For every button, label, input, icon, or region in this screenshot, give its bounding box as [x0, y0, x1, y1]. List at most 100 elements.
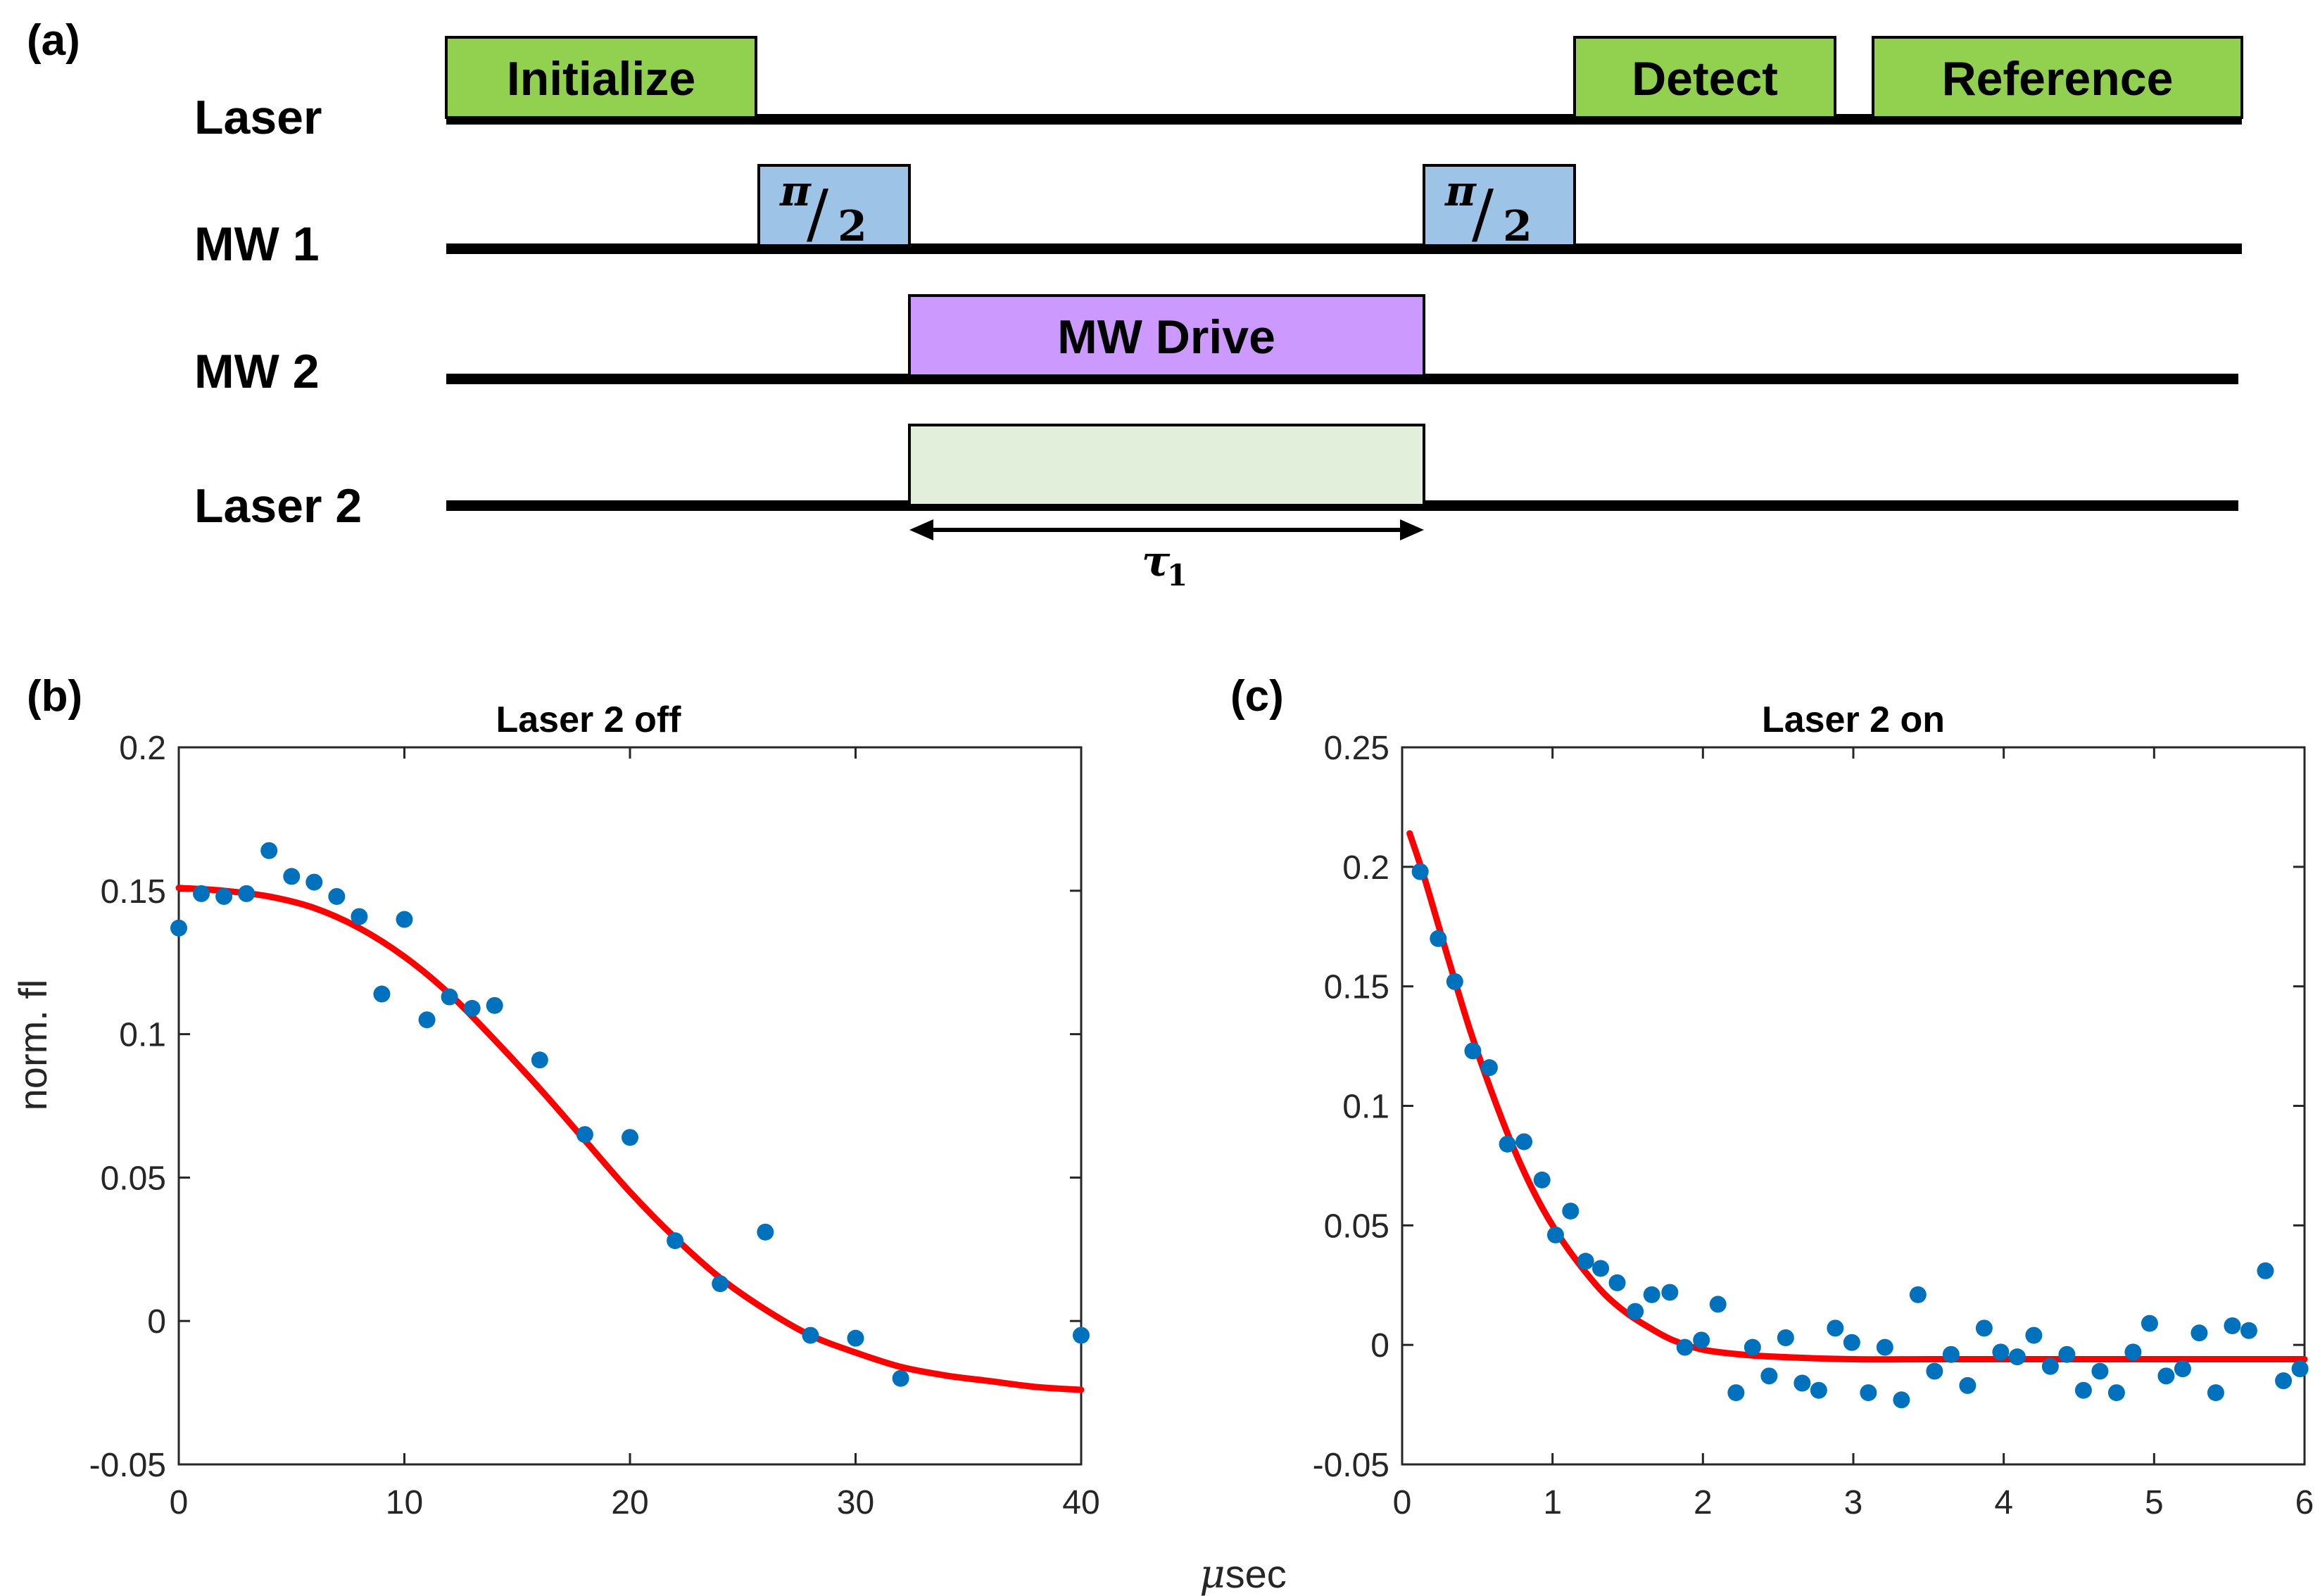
chart-b-fit-line	[175, 885, 1085, 1393]
chart-c-data-point	[2074, 1381, 2092, 1399]
shared-xlabel: μsec	[1199, 1552, 1287, 1596]
chart-c-data-point	[1661, 1284, 1679, 1301]
shared-xlabel-rest: sec	[1225, 1552, 1287, 1596]
initialize-box	[445, 36, 757, 119]
chart-c-data-point	[1515, 1133, 1533, 1151]
chart-c-data-point	[1693, 1331, 1710, 1349]
chart-b-xtick-label: 10	[386, 1484, 423, 1521]
chart-c-data-point	[1430, 930, 1447, 947]
chart-c-xtick-label: 5	[2145, 1484, 2164, 1521]
chart-b-data-point	[576, 1126, 593, 1144]
chart-c-xtick-label: 2	[1694, 1484, 1713, 1521]
chart-b-ytick-label: 0.2	[119, 730, 166, 767]
chart-c-data-point	[2107, 1384, 2125, 1402]
chart-c-data-point	[1533, 1171, 1551, 1189]
chart-c-data-point	[2141, 1315, 2158, 1332]
chart-b-data-point	[441, 988, 458, 1006]
pi-half-label-2: π / 2	[1444, 167, 1532, 251]
chart-c-data-point	[1793, 1374, 1811, 1392]
chart-b-data-point	[351, 908, 368, 925]
chart-b-data-point	[260, 842, 278, 859]
chart-b-data-point	[238, 885, 256, 902]
panel-label-c: (c)	[1230, 672, 1284, 721]
pulse-sequence-panel: (a) Laser MW 1 MW 2 Laser 2 Initialize D…	[27, 16, 2243, 593]
chart-b-axes-frame	[177, 746, 1083, 1466]
chart-b-data-point	[622, 1129, 638, 1146]
chart-c-data-point	[2275, 1372, 2293, 1390]
svg-text:/: /	[1472, 176, 1494, 251]
chart-c-data-point	[1744, 1338, 1761, 1356]
panel-label-a: (a)	[27, 16, 80, 65]
row-label-mw2: MW 2	[194, 345, 320, 398]
chart-c-data-point	[1727, 1384, 1745, 1402]
chart-c-xtick-label: 4	[1994, 1484, 2013, 1521]
chart-b-data-point	[802, 1326, 819, 1344]
chart-c-data-point	[1577, 1253, 1594, 1270]
chart-c-data-point	[1499, 1135, 1516, 1153]
chart-b-data-point	[847, 1329, 864, 1347]
chart-b-data-point	[757, 1223, 774, 1241]
chart-c-data-point	[1643, 1286, 1660, 1303]
chart-c-data-point	[1562, 1202, 1580, 1220]
chart-c-data-point	[2091, 1362, 2109, 1380]
chart-c-ytick-label: 0.1	[1342, 1089, 1389, 1126]
chart-b-data-point	[712, 1275, 729, 1293]
chart-b-data-point	[193, 885, 210, 902]
mw-drive-label: MW Drive	[1057, 310, 1275, 364]
mw-drive-box	[908, 294, 1425, 377]
chart-c-data-point	[2224, 1317, 2241, 1334]
chart-c-data-point	[1810, 1381, 1827, 1399]
chart-c-data-point	[1464, 1042, 1482, 1060]
chart-c-data-point	[2207, 1384, 2224, 1402]
chart-b-xtick-label: 30	[837, 1484, 874, 1521]
chart-c-data-point	[1446, 973, 1463, 990]
chart-c-data-point	[1592, 1260, 1610, 1277]
chart-c-data-point	[2025, 1326, 2043, 1344]
svg-text:2: 2	[1503, 202, 1532, 251]
chart-c-data-point	[1893, 1391, 1910, 1409]
chart-c-xtick-label: 1	[1543, 1484, 1562, 1521]
chart-b-data-point	[328, 887, 346, 905]
chart-b-data-point	[1073, 1326, 1090, 1344]
chart-c-data-point	[2291, 1360, 2309, 1378]
svg-text:2: 2	[838, 202, 867, 251]
chart-b-data-point	[305, 873, 323, 891]
pi-half-box-2	[1423, 164, 1576, 247]
chart-b-data-point	[892, 1369, 909, 1387]
chart-c-data-point	[2240, 1322, 2257, 1339]
chart-c-panel: (c) Laser 2 on 0 1 2 3 4 5 6-0.0500.050.10.150…	[1230, 672, 2314, 1521]
chart-c-xtick-label: 6	[2295, 1484, 2314, 1521]
chart-c-ytick-label: 0	[1370, 1327, 1389, 1364]
chart-b-data-point	[463, 999, 481, 1017]
chart-c-fit-line	[1406, 830, 2308, 1363]
chart-c-ytick-label: 0.15	[1324, 969, 1389, 1006]
chart-c-data-point	[2124, 1343, 2142, 1361]
chart-c-data-point	[2257, 1262, 2274, 1279]
chart-c-data-point	[2008, 1348, 2026, 1366]
svg-text:1: 1	[1167, 558, 1187, 593]
laser2-box	[908, 424, 1425, 507]
chart-b-xtick-label: 20	[611, 1484, 648, 1521]
chart-b-ytick-label: -0.05	[89, 1447, 166, 1484]
panel-label-b: (b)	[27, 672, 82, 721]
chart-c-data-point	[1627, 1303, 1644, 1320]
svg-text:/: /	[807, 176, 828, 251]
chart-c-ytick-label: -0.05	[1313, 1447, 1389, 1484]
chart-b-data-point	[418, 1011, 436, 1029]
chart-c-data-point	[1959, 1376, 1977, 1394]
chart-c-data-point	[1777, 1329, 1794, 1346]
chart-c-data-point	[2157, 1367, 2175, 1385]
chart-c-data-point	[1480, 1059, 1498, 1077]
chart-b-ytick-label: 0.05	[101, 1160, 166, 1197]
chart-c-title: Laser 2 on	[1762, 699, 1945, 740]
chart-b-data-point	[215, 887, 233, 905]
chart-c-data-point	[1975, 1319, 1993, 1337]
chart-b-ytick-label: 0.15	[101, 873, 166, 911]
chart-b-data-point	[486, 996, 503, 1014]
svg-text:π: π	[1444, 167, 1477, 216]
chart-c-data-point	[2041, 1357, 2059, 1375]
chart-b-xtick-label: 0	[170, 1484, 189, 1521]
reference-box	[1872, 36, 2243, 119]
